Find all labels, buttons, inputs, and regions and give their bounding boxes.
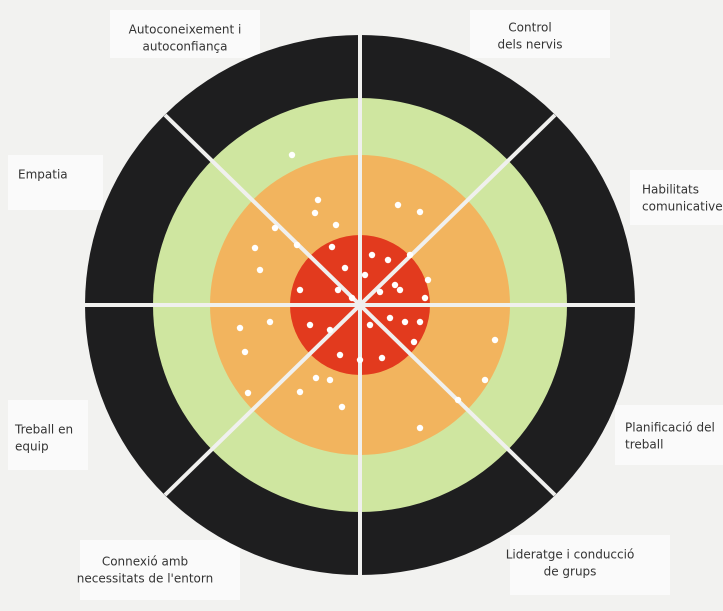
label-text: autoconfiança — [142, 40, 227, 54]
dot — [397, 287, 403, 293]
label-text: dels nervis — [497, 38, 562, 52]
dot — [422, 295, 428, 301]
dot — [307, 322, 313, 328]
dot — [272, 225, 278, 231]
divider-lines — [85, 35, 635, 575]
dot — [417, 425, 423, 431]
dot — [349, 295, 355, 301]
dot — [335, 287, 341, 293]
dot — [312, 210, 318, 216]
dot — [407, 252, 413, 258]
dot — [417, 319, 423, 325]
label-card — [80, 540, 240, 600]
dot — [339, 404, 345, 410]
dot — [425, 277, 431, 283]
dot — [455, 397, 461, 403]
dot — [333, 222, 339, 228]
dot — [392, 282, 398, 288]
label-text: comunicatives — [642, 200, 723, 214]
label-text: Control — [508, 21, 551, 35]
label-text: Autoconeixement i — [129, 23, 242, 37]
dot — [377, 289, 383, 295]
dot — [252, 245, 258, 251]
label-text: Planificació del — [625, 421, 715, 435]
dot — [367, 322, 373, 328]
dot — [327, 327, 333, 333]
dot — [387, 315, 393, 321]
label-text: de grups — [544, 565, 597, 579]
dot — [329, 244, 335, 250]
dot — [482, 377, 488, 383]
dot — [297, 287, 303, 293]
label-card — [615, 405, 723, 465]
label-card — [630, 170, 723, 225]
label-text: Connexió amb — [102, 555, 188, 569]
dot — [245, 390, 251, 396]
dot — [385, 257, 391, 263]
target-diagram: Autoconeixement i autoconfiança Control del… — [0, 0, 723, 611]
dot — [342, 265, 348, 271]
dot — [369, 252, 375, 258]
dot — [337, 352, 343, 358]
dot — [313, 375, 319, 381]
label-text: equip — [15, 440, 49, 454]
dot — [297, 389, 303, 395]
dot — [315, 197, 321, 203]
dot — [411, 339, 417, 345]
label-text: treball — [625, 438, 663, 452]
dot — [402, 319, 408, 325]
dot — [327, 377, 333, 383]
label-text: Treball en — [14, 423, 73, 437]
dot — [267, 319, 273, 325]
dot — [379, 355, 385, 361]
dot — [417, 209, 423, 215]
dot — [294, 242, 300, 248]
label-text: Lideratge i conducció — [506, 548, 635, 562]
dot — [362, 272, 368, 278]
label-card — [8, 155, 103, 210]
label-text: necessitats de l'entorn — [77, 572, 213, 586]
dot — [289, 152, 295, 158]
dot — [242, 349, 248, 355]
dot — [237, 325, 243, 331]
dot — [395, 202, 401, 208]
dot — [492, 337, 498, 343]
dot — [257, 267, 263, 273]
dot — [357, 357, 363, 363]
label-text: Empatia — [18, 168, 68, 182]
label-text: Habilitats — [642, 183, 699, 197]
